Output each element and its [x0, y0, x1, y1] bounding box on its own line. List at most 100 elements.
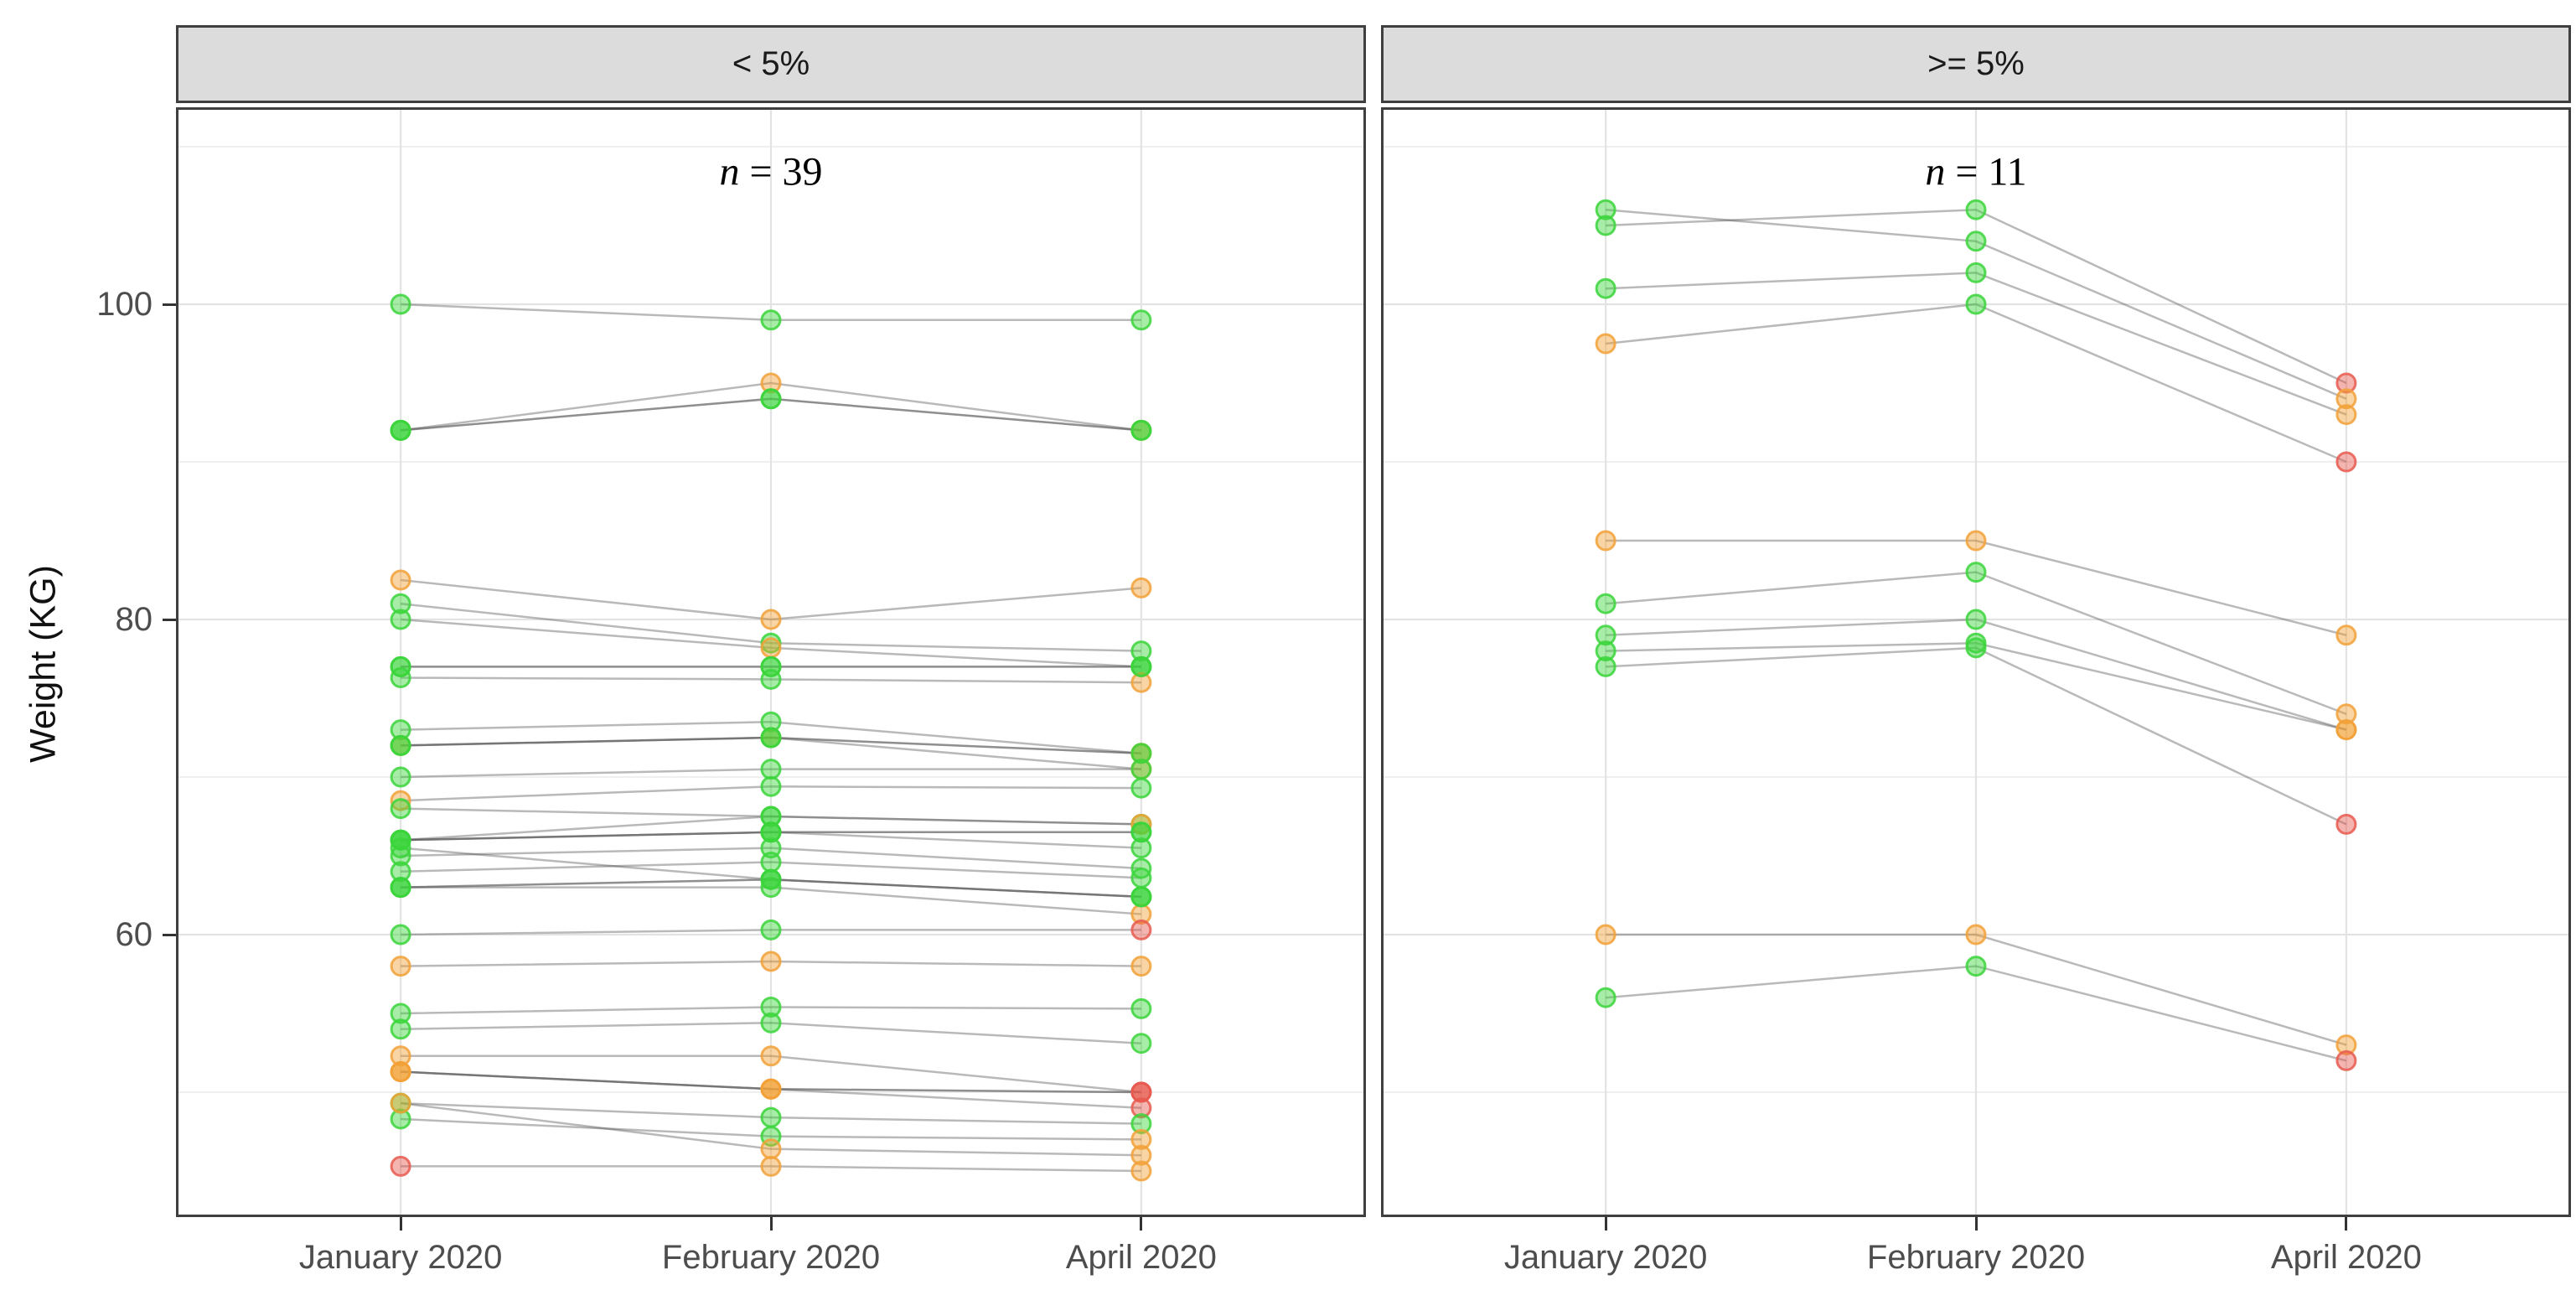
- data-point: [1130, 886, 1152, 908]
- trajectory-line: [401, 1070, 1141, 1094]
- x-tick-mark: [399, 1217, 402, 1231]
- trajectory-line: [401, 1006, 1141, 1015]
- trajectory-line: [401, 960, 1141, 967]
- data-point: [390, 719, 411, 741]
- data-point: [390, 593, 411, 614]
- data-point: [1965, 293, 1987, 315]
- data-point: [1130, 1033, 1152, 1054]
- trajectory-line: [401, 736, 1141, 755]
- trajectory-line: [401, 929, 1141, 936]
- trajectory-line: [1606, 208, 2347, 385]
- data-point: [760, 1106, 782, 1128]
- trajectory-line: [401, 736, 1141, 755]
- trajectory-line: [1606, 272, 2347, 416]
- trajectory-line: [401, 720, 1141, 755]
- data-point: [760, 806, 782, 827]
- data-point: [760, 868, 782, 890]
- data-point: [760, 821, 782, 843]
- data-point: [760, 1045, 782, 1067]
- data-point: [1965, 562, 1987, 583]
- trajectory-line: [401, 807, 1141, 826]
- data-point: [1965, 199, 1987, 220]
- data-point: [1130, 813, 1152, 835]
- trajectory-line: [401, 831, 1141, 842]
- trajectory-line: [400, 381, 1142, 432]
- trajectory-line: [401, 886, 1141, 915]
- x-tick-label: April 2020: [2270, 1239, 2422, 1276]
- data-point: [390, 1018, 411, 1040]
- data-point: [390, 1108, 411, 1130]
- y-axis-title: Weight (KG): [23, 565, 64, 763]
- trajectory-line: [401, 736, 1141, 770]
- data-point: [390, 1045, 411, 1067]
- trajectory-line: [401, 618, 1141, 668]
- data-point: [1130, 997, 1152, 1019]
- data-point: [1595, 640, 1616, 662]
- data-point: [1595, 987, 1616, 1008]
- data-point: [1130, 837, 1152, 859]
- trajectory-line: [1606, 208, 2347, 400]
- data-point: [390, 667, 411, 689]
- data-point: [2335, 719, 2357, 741]
- y-tick-label: 60: [115, 916, 153, 953]
- data-point: [1130, 743, 1152, 764]
- y-tick-mark: [163, 933, 176, 936]
- trajectory-line: [401, 847, 1141, 870]
- data-point: [1965, 262, 1987, 283]
- x-tick-label: April 2020: [1065, 1239, 1217, 1276]
- trajectory-line: [401, 1165, 1141, 1173]
- data-point: [1130, 309, 1152, 331]
- data-point: [1595, 593, 1616, 614]
- data-point: [760, 919, 782, 940]
- x-tick-mark: [2345, 1217, 2348, 1231]
- data-point: [390, 766, 411, 788]
- data-point: [390, 1155, 411, 1177]
- facet-strip-ge5: >= 5%: [1381, 25, 2571, 103]
- data-point: [2335, 703, 2357, 725]
- data-point: [390, 655, 411, 677]
- trajectory-line: [401, 1070, 1141, 1110]
- y-tick-label: 100: [96, 286, 153, 323]
- data-point: [1130, 577, 1152, 598]
- data-point: [1595, 215, 1616, 236]
- data-point: [1130, 867, 1152, 889]
- data-point: [1595, 333, 1616, 355]
- data-point: [2335, 624, 2357, 646]
- trajectory-line: [401, 1022, 1141, 1044]
- data-point: [760, 655, 782, 677]
- trajectory-line: [1606, 571, 2347, 715]
- data-point: [1965, 956, 1987, 977]
- data-point: [390, 293, 411, 315]
- x-tick-mark: [769, 1217, 773, 1231]
- data-point: [760, 1078, 782, 1100]
- n-annotation-lt5: n = 39: [719, 149, 822, 195]
- data-point: [1965, 530, 1987, 552]
- data-point: [760, 1012, 782, 1034]
- data-point: [390, 419, 411, 441]
- data-point: [390, 734, 411, 756]
- data-point: [760, 637, 782, 659]
- trajectory-line: [401, 676, 1141, 684]
- trajectory-line: [401, 831, 1141, 842]
- trajectory-line: [1606, 618, 2347, 731]
- trajectory-line: [401, 1070, 1141, 1094]
- data-point: [2335, 372, 2357, 394]
- data-point: [390, 609, 411, 630]
- trajectory-line: [1605, 303, 2347, 464]
- trajectory-line: [401, 397, 1141, 432]
- data-point: [390, 845, 411, 867]
- data-point: [760, 996, 782, 1018]
- facet-strip-lt5: < 5%: [176, 25, 1366, 103]
- trajectory-line: [401, 815, 1141, 842]
- trajectory-line: [401, 1117, 1141, 1141]
- data-point: [760, 609, 782, 630]
- data-point: [760, 951, 782, 972]
- x-tick-mark: [1974, 1217, 1978, 1231]
- facet-strip-lt5-label: < 5%: [732, 45, 810, 82]
- data-point: [1595, 924, 1616, 946]
- plot-area-ge5: n = 11: [1381, 107, 2571, 1217]
- data-point: [1130, 1144, 1152, 1166]
- data-point: [390, 829, 411, 851]
- trajectory-line: [401, 861, 1141, 879]
